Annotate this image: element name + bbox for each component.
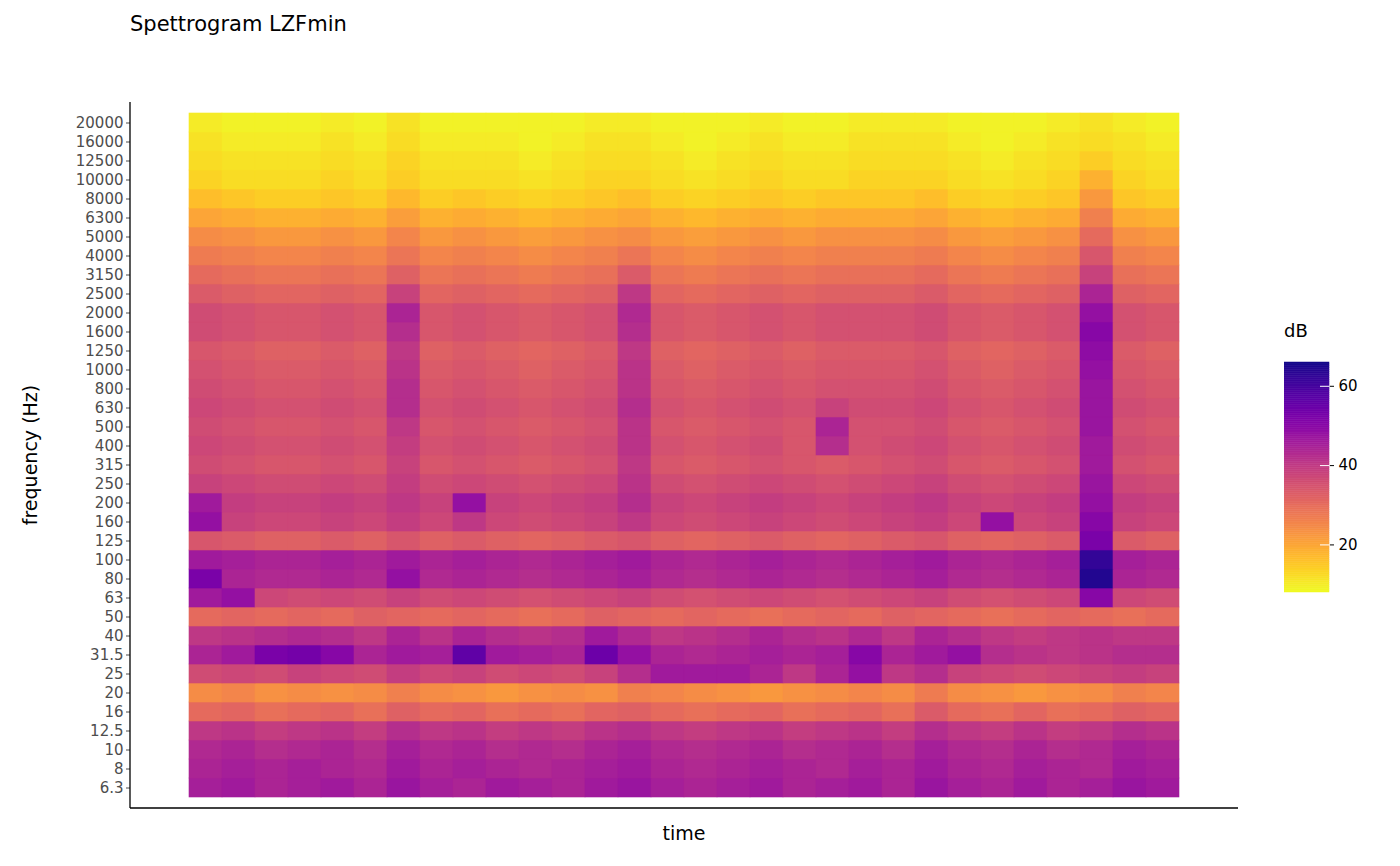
svg-text:2000: 2000: [85, 304, 123, 322]
svg-text:6.3: 6.3: [100, 779, 124, 797]
svg-text:10: 10: [104, 741, 123, 759]
svg-text:16000: 16000: [76, 133, 124, 151]
svg-text:8000: 8000: [85, 190, 123, 208]
svg-text:500: 500: [95, 418, 124, 436]
svg-text:2500: 2500: [85, 285, 123, 303]
svg-text:12500: 12500: [76, 152, 124, 170]
svg-text:40: 40: [104, 627, 123, 645]
svg-text:1250: 1250: [85, 342, 123, 360]
svg-text:25: 25: [104, 665, 123, 683]
svg-text:200: 200: [95, 494, 124, 512]
svg-text:5000: 5000: [85, 228, 123, 246]
svg-text:60: 60: [1339, 377, 1358, 395]
svg-text:50: 50: [104, 608, 123, 626]
svg-text:1000: 1000: [85, 361, 123, 379]
svg-text:3150: 3150: [85, 266, 123, 284]
svg-text:125: 125: [95, 532, 124, 550]
svg-text:4000: 4000: [85, 247, 123, 265]
svg-text:100: 100: [95, 551, 124, 569]
svg-text:250: 250: [95, 475, 124, 493]
svg-text:40: 40: [1339, 456, 1358, 474]
svg-text:6300: 6300: [85, 209, 123, 227]
svg-text:400: 400: [95, 437, 124, 455]
html-text:Spettrogram LZFmin: Spettrogram LZFmin: [130, 12, 347, 36]
svg-text:20: 20: [104, 684, 123, 702]
html-text:frequency (Hz): frequency (Hz): [19, 384, 41, 526]
svg-text:80: 80: [104, 570, 123, 588]
svg-text:12.5: 12.5: [90, 722, 123, 740]
svg-text:160: 160: [95, 513, 124, 531]
svg-text:16: 16: [104, 703, 123, 721]
svg-text:1600: 1600: [85, 323, 123, 341]
svg-text:315: 315: [95, 456, 124, 474]
html-text:dB: dB: [1284, 320, 1308, 341]
svg-text:800: 800: [95, 380, 124, 398]
html-text:time: time: [662, 822, 706, 844]
svg-text:31.5: 31.5: [90, 646, 123, 664]
svg-text:10000: 10000: [76, 171, 124, 189]
svg-text:63: 63: [104, 589, 123, 607]
svg-text:630: 630: [95, 399, 124, 417]
svg-text:20000: 20000: [76, 114, 124, 132]
svg-text:8: 8: [114, 760, 124, 778]
svg-text:20: 20: [1339, 536, 1358, 554]
